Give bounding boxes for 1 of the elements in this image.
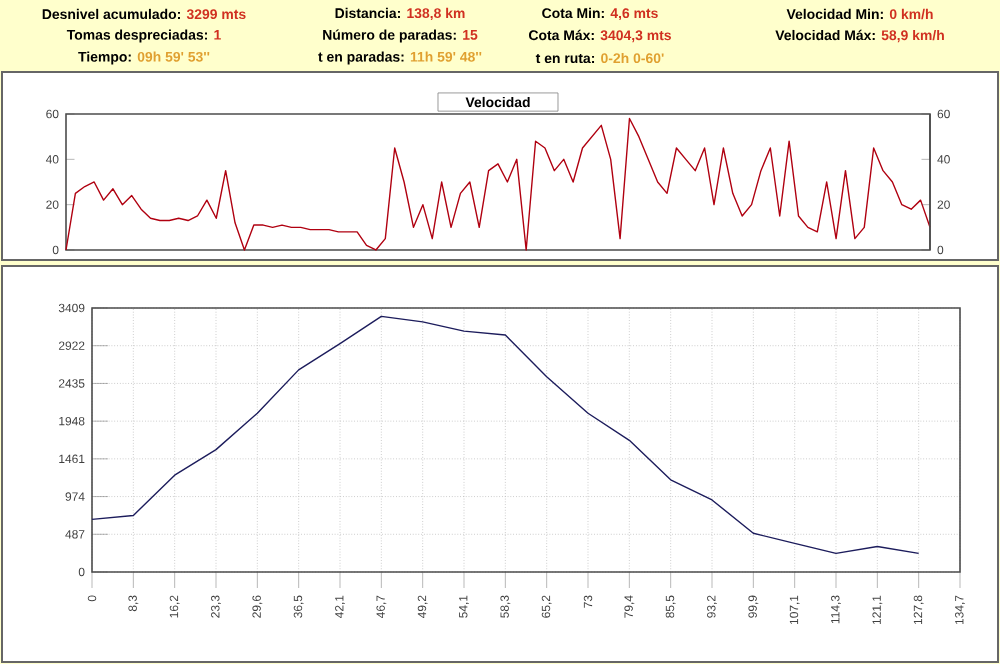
line-series	[91, 315, 920, 555]
